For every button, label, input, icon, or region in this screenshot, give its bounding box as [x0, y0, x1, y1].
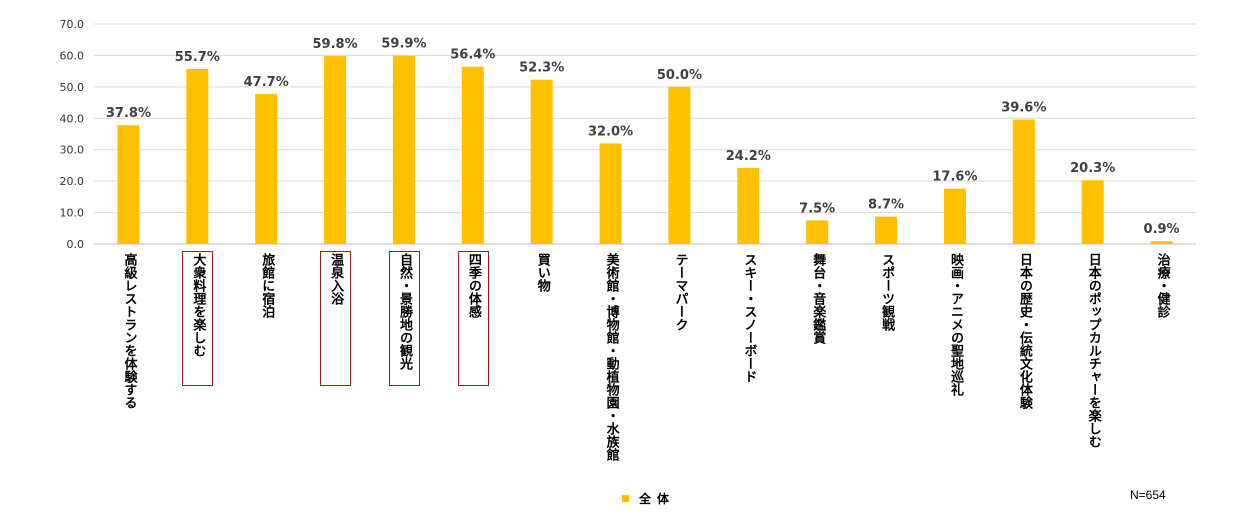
bar [117, 125, 140, 244]
highlight-box [182, 251, 214, 386]
category-label: 自然・景勝地の観光 [396, 253, 412, 370]
legend-label: 全体 [639, 492, 676, 506]
legend: 全体 [622, 490, 675, 507]
category-label: スポーツ観戦 [879, 253, 895, 331]
data-label: 59.8% [313, 37, 358, 52]
data-label: 59.9% [381, 37, 426, 52]
bar [255, 94, 278, 244]
category-label: 旅館に宿泊 [259, 253, 275, 318]
highlight-box [388, 251, 420, 386]
category-label: 日本の歴史・伝統文化体験 [1016, 253, 1032, 409]
data-label: 20.3% [1070, 161, 1115, 176]
bar [1081, 180, 1104, 244]
y-tick-label: 20.0 [60, 175, 85, 188]
data-label: 7.5% [799, 201, 835, 216]
y-tick-label: 40.0 [60, 112, 85, 125]
category-label: 大衆料理を楽しむ [190, 253, 206, 357]
data-label: 0.9% [1144, 222, 1180, 237]
bar [392, 55, 415, 244]
category-label: 高級レストランを体験する [121, 253, 137, 409]
data-label: 24.2% [726, 149, 771, 164]
data-label: 52.3% [519, 61, 564, 76]
data-label: 32.0% [588, 124, 633, 139]
bar [875, 216, 898, 244]
data-label: 37.8% [106, 106, 151, 121]
category-label: テーマパーク [672, 253, 688, 331]
y-tick-label: 70.0 [60, 18, 85, 31]
highlight-box [457, 251, 489, 386]
category-label: 買い物 [534, 253, 550, 292]
bar [186, 68, 209, 244]
data-label: 8.7% [868, 198, 904, 213]
data-label: 56.4% [450, 48, 495, 63]
category-label: 治療・健診 [1154, 253, 1170, 318]
category-label: 映画・アニメの聖地巡礼 [947, 253, 963, 396]
bar [943, 188, 966, 244]
data-label: 50.0% [657, 68, 702, 83]
bar [1150, 241, 1173, 244]
data-label: 39.6% [1001, 101, 1046, 116]
legend-swatch [622, 495, 629, 502]
data-label: 17.6% [932, 170, 977, 185]
data-label: 55.7% [175, 50, 220, 65]
highlight-box [320, 251, 352, 386]
bar [530, 79, 553, 244]
bar [806, 220, 829, 244]
data-label: 47.7% [244, 75, 289, 90]
y-tick-label: 30.0 [60, 144, 85, 157]
bar [668, 86, 691, 244]
sample-size-note: N=654 [1130, 488, 1166, 502]
category-label: スキー・スノーボード [741, 253, 757, 383]
category-label: 四季の体感 [465, 253, 481, 318]
y-tick-label: 50.0 [60, 81, 85, 94]
y-tick-label: 0.0 [67, 238, 85, 251]
bar [1012, 119, 1035, 244]
category-label: 美術館・博物館・動植物園・水族館 [603, 253, 619, 461]
y-tick-label: 60.0 [60, 49, 85, 62]
bar [737, 167, 760, 244]
bar [461, 66, 484, 244]
bar [599, 143, 622, 244]
category-label: 舞台・音楽鑑賞 [810, 253, 826, 344]
category-label: 日本のポップカルチャーを楽しむ [1085, 253, 1101, 448]
y-tick-label: 10.0 [60, 207, 85, 220]
bar [324, 56, 347, 244]
category-label: 温泉入浴 [328, 253, 344, 305]
